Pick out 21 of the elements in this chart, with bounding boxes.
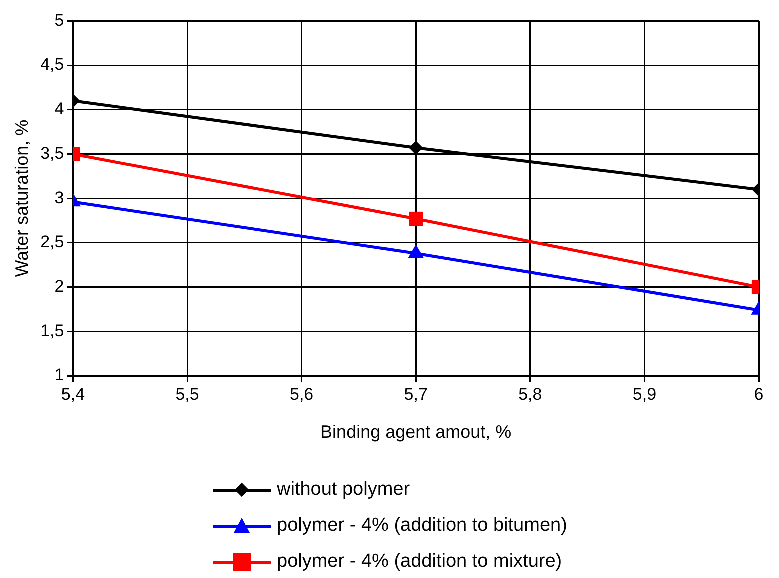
x-tick-label: 5,6 <box>290 384 314 404</box>
y-axis-title: Water saturation, % <box>12 120 32 278</box>
y-tick-label: 2 <box>54 276 64 296</box>
y-tick-label: 4,5 <box>40 55 64 74</box>
legend-label: polymer - 4% (addition to mixture) <box>277 551 562 573</box>
y-tick-label: 4 <box>54 100 64 119</box>
legend-label: polymer - 4% (addition to bitumen) <box>277 515 568 537</box>
x-tick-label: 5,8 <box>518 384 542 404</box>
y-tick-label: 3,5 <box>40 144 64 163</box>
x-tick-label: 5,4 <box>61 384 86 404</box>
x-tick-label: 5,9 <box>632 384 657 404</box>
legend-label: without polymer <box>277 479 410 501</box>
x-tick-label: 5,7 <box>404 384 428 404</box>
x-axis-title: Binding agent amout, % <box>320 422 512 442</box>
x-tick-label: 6 <box>754 384 764 404</box>
x-tick-label: 5,5 <box>176 384 200 404</box>
y-tick-label: 5 <box>54 10 64 30</box>
y-tick-label: 1,5 <box>40 321 64 340</box>
y-tick-label: 2,5 <box>40 232 64 252</box>
y-tick-label: 3 <box>54 188 64 208</box>
y-tick-label: 1 <box>54 366 64 385</box>
